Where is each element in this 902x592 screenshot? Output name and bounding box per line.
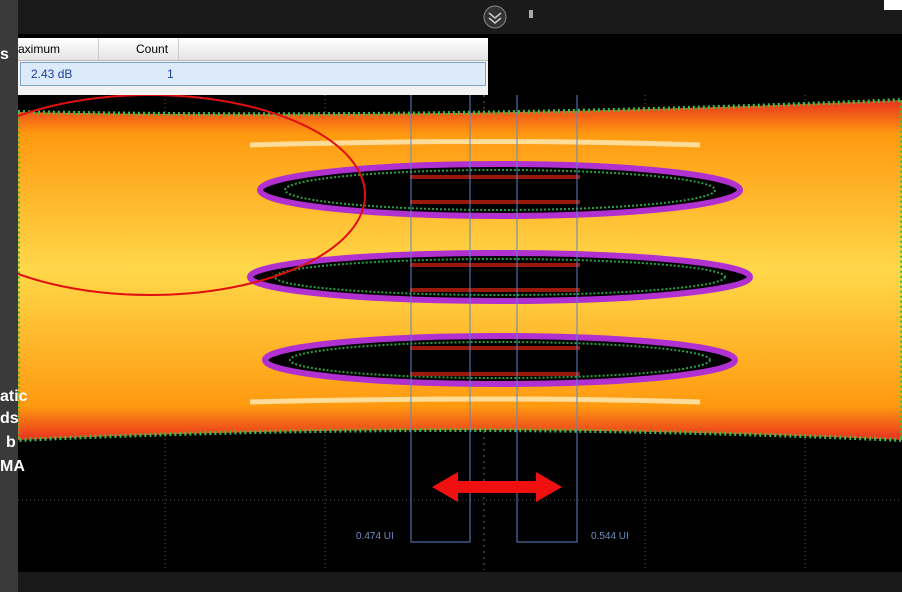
table-header: aximum Count: [18, 38, 488, 61]
table-row[interactable]: 2.43 dB 1: [20, 62, 486, 86]
arrow: [432, 472, 562, 502]
text-fragment: s: [0, 46, 9, 64]
header-cell: aximum: [18, 42, 60, 56]
marker-label: 0.474 UI: [356, 531, 394, 542]
marker-label: 0.544 UI: [591, 531, 629, 542]
cell: 1: [167, 67, 174, 81]
text-fragment: ds: [0, 410, 19, 428]
header-cell: Count: [136, 42, 168, 56]
text-fragment: atic: [0, 388, 28, 406]
screen: aximum Count 2.43 dB 1 s atic ds b MA 0.…: [0, 0, 902, 592]
side-panel: s atic ds b MA: [0, 0, 18, 592]
cell: 2.43 dB: [31, 67, 72, 81]
text-fragment: b: [6, 434, 16, 452]
eye-diagram: [18, 100, 902, 440]
results-table: aximum Count 2.43 dB 1: [18, 38, 488, 95]
text-fragment: MA: [0, 458, 25, 476]
